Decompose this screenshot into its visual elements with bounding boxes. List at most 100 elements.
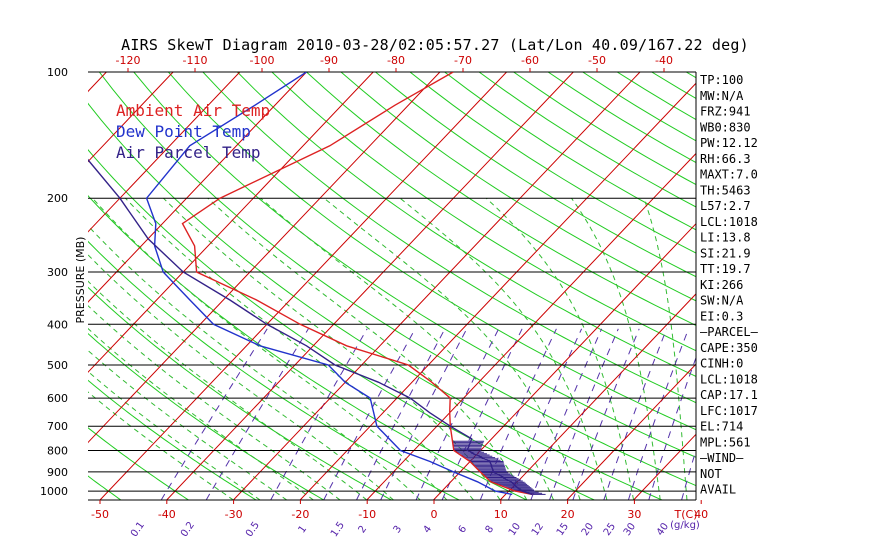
index-entry: AVAIL <box>700 483 736 497</box>
y-axis-label: PRESSURE (MB) <box>74 237 87 324</box>
isotherm-line <box>88 72 107 93</box>
isotherm-line <box>88 72 241 233</box>
moist-adiabat <box>571 197 661 500</box>
mixing-ratio-label: 8 <box>484 524 497 536</box>
index-entry: SI:21.9 <box>700 246 751 260</box>
moist-adiabat <box>88 370 261 500</box>
pressure-tick-label: 1000 <box>40 485 68 498</box>
mixing-ratio-label: 15 <box>555 521 571 538</box>
bottom-temp-tick-label: -50 <box>91 508 109 521</box>
mixing-ratio-line <box>572 328 640 500</box>
bottom-temp-tick-label: -30 <box>225 508 243 521</box>
isotherm-line <box>834 72 870 500</box>
moist-adiabat <box>88 225 421 500</box>
isotherm-line <box>767 72 870 500</box>
isotherm-line <box>99 72 507 500</box>
index-entry: WB0:830 <box>700 120 751 134</box>
mixing-ratio-label: 4 <box>422 524 435 536</box>
mixing-ratio-label: 0.1 <box>129 520 147 539</box>
index-entry: L57:2.7 <box>700 199 751 213</box>
index-entry: NOT <box>700 467 722 481</box>
dry-adiabat <box>651 72 696 99</box>
index-entry: LCL:1018 <box>700 215 758 229</box>
bottom-temp-tick-label: 0 <box>431 508 438 521</box>
moist-adiabat <box>207 197 528 500</box>
isotherm-line <box>88 72 307 303</box>
isotherm-line <box>88 72 174 163</box>
mixing-ratio-line <box>380 328 468 500</box>
top-temp-tick-label: -80 <box>387 54 405 67</box>
moist-adiabat <box>323 197 581 500</box>
legend-entry: Air Parcel Temp <box>116 143 261 162</box>
temp-unit-label: T(C) <box>674 508 698 521</box>
mixing-ratio-label: 12 <box>530 521 546 538</box>
moist-adiabat <box>485 197 635 500</box>
isotherm-line <box>88 72 441 444</box>
index-entry: LI:13.8 <box>700 231 751 245</box>
top-temp-tick-label: -60 <box>521 54 539 67</box>
mixing-ratio-label: 1.5 <box>329 520 347 539</box>
dry-adiabat <box>824 72 870 500</box>
moist-adiabat <box>88 391 234 500</box>
dry-adiabat <box>513 72 696 186</box>
moist-adiabat <box>125 197 474 500</box>
dry-adiabat <box>88 149 595 500</box>
top-temp-tick-label: -70 <box>454 54 472 67</box>
bottom-temp-tick-label: -40 <box>158 508 176 521</box>
moist-adiabat <box>92 197 448 500</box>
dewpoint-temp-line <box>145 72 513 496</box>
dry-adiabat <box>859 72 870 500</box>
mixing-ratio-label: 20 <box>580 521 596 538</box>
ambient-temp-line <box>181 72 533 496</box>
pressure-tick-label: 700 <box>47 420 68 433</box>
pressure-tick-label: 200 <box>47 192 68 205</box>
mixing-ratio-label: 1 <box>297 524 310 536</box>
dry-adiabat <box>88 332 325 500</box>
index-entry: KI:266 <box>700 278 743 292</box>
mixing-ratio-line <box>323 328 416 500</box>
mixing-ratio-line <box>549 328 619 500</box>
mixing-ratio-line <box>627 328 689 500</box>
index-entry: MW:N/A <box>700 89 744 103</box>
moist-adiabat <box>163 197 501 500</box>
moist-adiabat <box>643 198 688 500</box>
bottom-temp-tick-label: -10 <box>358 508 376 521</box>
dry-adiabat <box>444 72 696 231</box>
dry-adiabat <box>88 286 392 500</box>
isotherm-line <box>366 152 696 500</box>
top-temp-tick-label: -50 <box>588 54 606 67</box>
bottom-temp-tick-label: -20 <box>291 508 309 521</box>
pressure-tick-label: 500 <box>47 359 68 372</box>
mixing-ratio-line <box>648 356 696 500</box>
index-entry: MPL:561 <box>700 435 751 449</box>
index-entry: —PARCEL— <box>700 325 759 339</box>
index-entry: RH:66.3 <box>700 152 751 166</box>
index-entry: SW:N/A <box>700 294 744 308</box>
mixing-ratio-label: 0.5 <box>244 520 262 539</box>
pressure-tick-label: 600 <box>47 392 68 405</box>
moist-adiabat <box>88 254 394 500</box>
mixing-ratio-label: 3 <box>392 524 405 536</box>
dry-adiabat <box>168 72 696 431</box>
isotherm-line <box>0 72 40 500</box>
index-entry: CAP:17.1 <box>700 388 758 402</box>
dry-adiabat <box>202 72 696 404</box>
index-entry: TH:5463 <box>700 183 751 197</box>
chart-title: AIRS SkewT Diagram 2010-03-28/02:05:57.2… <box>121 36 749 54</box>
isotherm-line <box>566 363 696 500</box>
mixing-ratio-label: 30 <box>622 521 638 538</box>
mixing-ratio-label: 0.2 <box>179 520 197 539</box>
mixing-ratio-label: 6 <box>457 524 470 536</box>
dry-adiabat <box>340 72 696 302</box>
index-entry: TT:19.7 <box>700 262 751 276</box>
mixing-ratio-line <box>270 328 368 500</box>
isotherm-line <box>433 222 696 500</box>
index-entry: CAPE:350 <box>700 341 758 355</box>
bottom-temp-tick-label: 20 <box>561 508 575 521</box>
bottom-temp-tick-label: 10 <box>494 508 508 521</box>
mixing-ratio-line <box>530 328 603 500</box>
legend-entry: Dew Point Temp <box>116 122 251 141</box>
pressure-tick-label: 400 <box>47 318 68 331</box>
top-temp-tick-label: -110 <box>183 54 208 67</box>
